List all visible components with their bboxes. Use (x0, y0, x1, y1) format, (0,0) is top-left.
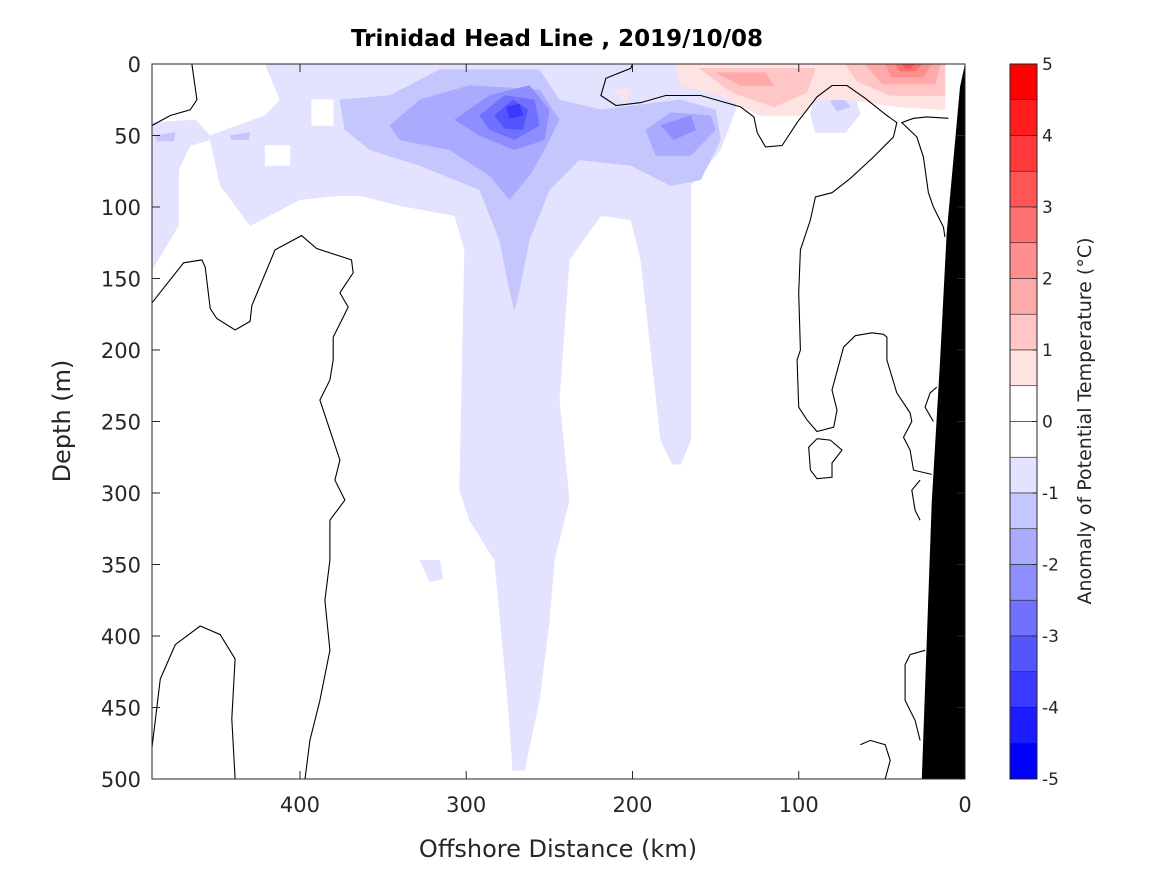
x-axis-label: Offshore Distance (km) (419, 835, 697, 863)
y-tick-label: 450 (101, 697, 141, 721)
contour-band (419, 559, 444, 582)
y-tick-labels: 0 50 100 150 200 250 300 350 400 450 500 (101, 53, 141, 792)
colorbar-swatch (1009, 242, 1038, 279)
colorbar-tick-label: 0 (1042, 413, 1053, 433)
colorbar-swatch (1009, 492, 1038, 530)
plot-area (151, 63, 966, 780)
x-tick-label: 0 (958, 793, 971, 817)
colorbar-swatch (1009, 528, 1038, 565)
colorbar-tick-label: 5 (1042, 55, 1053, 75)
x-tick-label: 400 (280, 793, 320, 817)
y-tick-label: 400 (101, 625, 141, 649)
colorbar-swatch (1009, 742, 1038, 780)
colorbar-swatch (1009, 564, 1038, 601)
zero-contour-line (151, 63, 198, 126)
y-tick-label: 300 (101, 482, 141, 506)
y-tick-label: 500 (101, 768, 141, 792)
colorbar-swatch (1009, 635, 1038, 673)
x-tick-labels: 400 300 200 100 0 (280, 793, 972, 817)
bathymetry (921, 64, 965, 779)
colorbar-swatch (1009, 278, 1038, 315)
zero-contour-line (911, 479, 921, 521)
zero-contour-line (900, 116, 949, 238)
contour-band (311, 99, 334, 126)
colorbar-swatch (1009, 135, 1038, 172)
zero-contour-line (151, 234, 354, 780)
zero-contour-line (151, 625, 236, 780)
colorbar-tick-label: -5 (1042, 770, 1059, 790)
contour-band (264, 145, 291, 166)
contour-band (660, 115, 697, 141)
colorbar-tick-label: 4 (1042, 127, 1053, 147)
colorbar-swatch (1009, 671, 1038, 708)
colorbar-swatch (1009, 456, 1038, 494)
zero-contour-line (808, 438, 843, 480)
y-tick-label: 100 (101, 196, 141, 220)
colorbar-tick-label: -3 (1042, 627, 1059, 647)
y-tick-label: 0 (128, 53, 141, 77)
colorbar-swatch (1009, 313, 1038, 351)
x-tick-label: 300 (446, 793, 486, 817)
colorbar-tick-label: 3 (1042, 198, 1053, 218)
contour-band (505, 103, 524, 119)
filled-contours (151, 63, 946, 771)
colorbar-swatch (1009, 63, 1038, 101)
colorbar-tick-label: -1 (1042, 484, 1059, 504)
x-tick-label: 200 (612, 793, 652, 817)
colorbar (1009, 63, 1038, 780)
chart-title: Trinidad Head Line , 2019/10/08 (351, 26, 763, 52)
colorbar-swatch (1009, 170, 1038, 208)
axes-box (151, 63, 966, 780)
contour-band (154, 132, 176, 142)
colorbar-swatch (1009, 206, 1038, 244)
colorbar-swatch (1009, 349, 1038, 387)
zero-contour-lines (151, 63, 949, 780)
seafloor-polygon (921, 64, 965, 779)
y-tick-label: 200 (101, 339, 141, 363)
colorbar-tick-label: -2 (1042, 556, 1059, 576)
colorbar-tick-labels: 5 4 3 2 1 0 -1 -2 -3 -4 -5 (1042, 55, 1059, 790)
y-tick-label: 250 (101, 411, 141, 435)
y-axis-label: Depth (m) (48, 360, 76, 483)
zero-contour-line (924, 386, 938, 422)
y-tick-label: 350 (101, 554, 141, 578)
x-tick-label: 100 (779, 793, 819, 817)
contour-band (613, 89, 630, 104)
zero-contour-line (904, 649, 926, 741)
contour-band (715, 72, 775, 86)
zero-contour-line (860, 739, 891, 780)
colorbar-swatch (1009, 385, 1038, 422)
contour-band (229, 132, 251, 141)
colorbar-swatch (1009, 599, 1038, 637)
colorbar-tick-label: 2 (1042, 270, 1053, 290)
y-tick-label: 50 (114, 125, 141, 149)
colorbar-tick-label: 1 (1042, 341, 1053, 361)
colorbar-swatch (1009, 99, 1038, 136)
colorbar-swatch (1009, 707, 1038, 744)
colorbar-tick-label: -4 (1042, 699, 1059, 719)
colorbar-label: Anomaly of Potential Temperature (°C) (1074, 238, 1096, 605)
colorbar-swatch (1009, 421, 1038, 458)
zero-contour-line (600, 63, 932, 475)
y-tick-label: 150 (101, 268, 141, 292)
